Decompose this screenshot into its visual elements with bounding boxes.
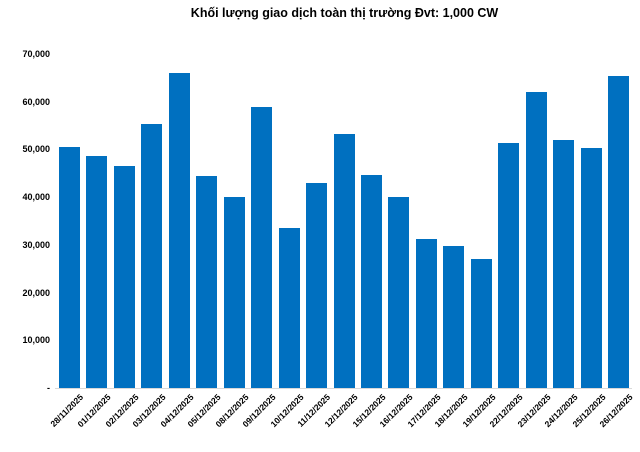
bar-04/12/2025 — [168, 73, 190, 388]
bar-26/12/2025 — [608, 76, 629, 388]
bar-12/12/2025 — [333, 134, 355, 388]
y-axis-label: 40,000 — [22, 192, 50, 203]
y-axis-label: 50,000 — [22, 144, 50, 155]
bar-17/12/2025 — [415, 239, 437, 388]
y-axis-label: 70,000 — [22, 49, 50, 59]
bar-28/11/2025 — [59, 146, 80, 388]
y-axis-label: 10,000 — [22, 335, 50, 346]
y-axis-label: - — [47, 383, 50, 393]
bar-09/12/2025 — [251, 106, 273, 388]
x-axis-line — [55, 388, 632, 389]
y-axis-label: 30,000 — [22, 239, 50, 250]
bar-23/12/2025 — [525, 91, 547, 388]
bar-15/12/2025 — [360, 174, 382, 388]
bar-22/12/2025 — [498, 142, 520, 388]
y-axis-label: 20,000 — [22, 287, 50, 298]
bar-25/12/2025 — [580, 148, 602, 388]
bar-08/12/2025 — [223, 196, 245, 388]
chart-title: Khối lượng giao dịch toàn thị trường Đvt… — [190, 6, 499, 20]
y-axis-label: 60,000 — [22, 96, 50, 107]
bar-18/12/2025 — [443, 245, 465, 388]
bar-11/12/2025 — [306, 183, 328, 388]
bar-03/12/2025 — [141, 123, 163, 388]
bar-01/12/2025 — [86, 155, 108, 388]
bar-24/12/2025 — [553, 140, 575, 388]
bar-05/12/2025 — [196, 175, 218, 388]
plot-area — [57, 54, 632, 388]
bar-10/12/2025 — [278, 228, 300, 388]
bar-19/12/2025 — [470, 258, 492, 388]
bar-16/12/2025 — [388, 196, 410, 388]
bar-02/12/2025 — [113, 165, 135, 388]
